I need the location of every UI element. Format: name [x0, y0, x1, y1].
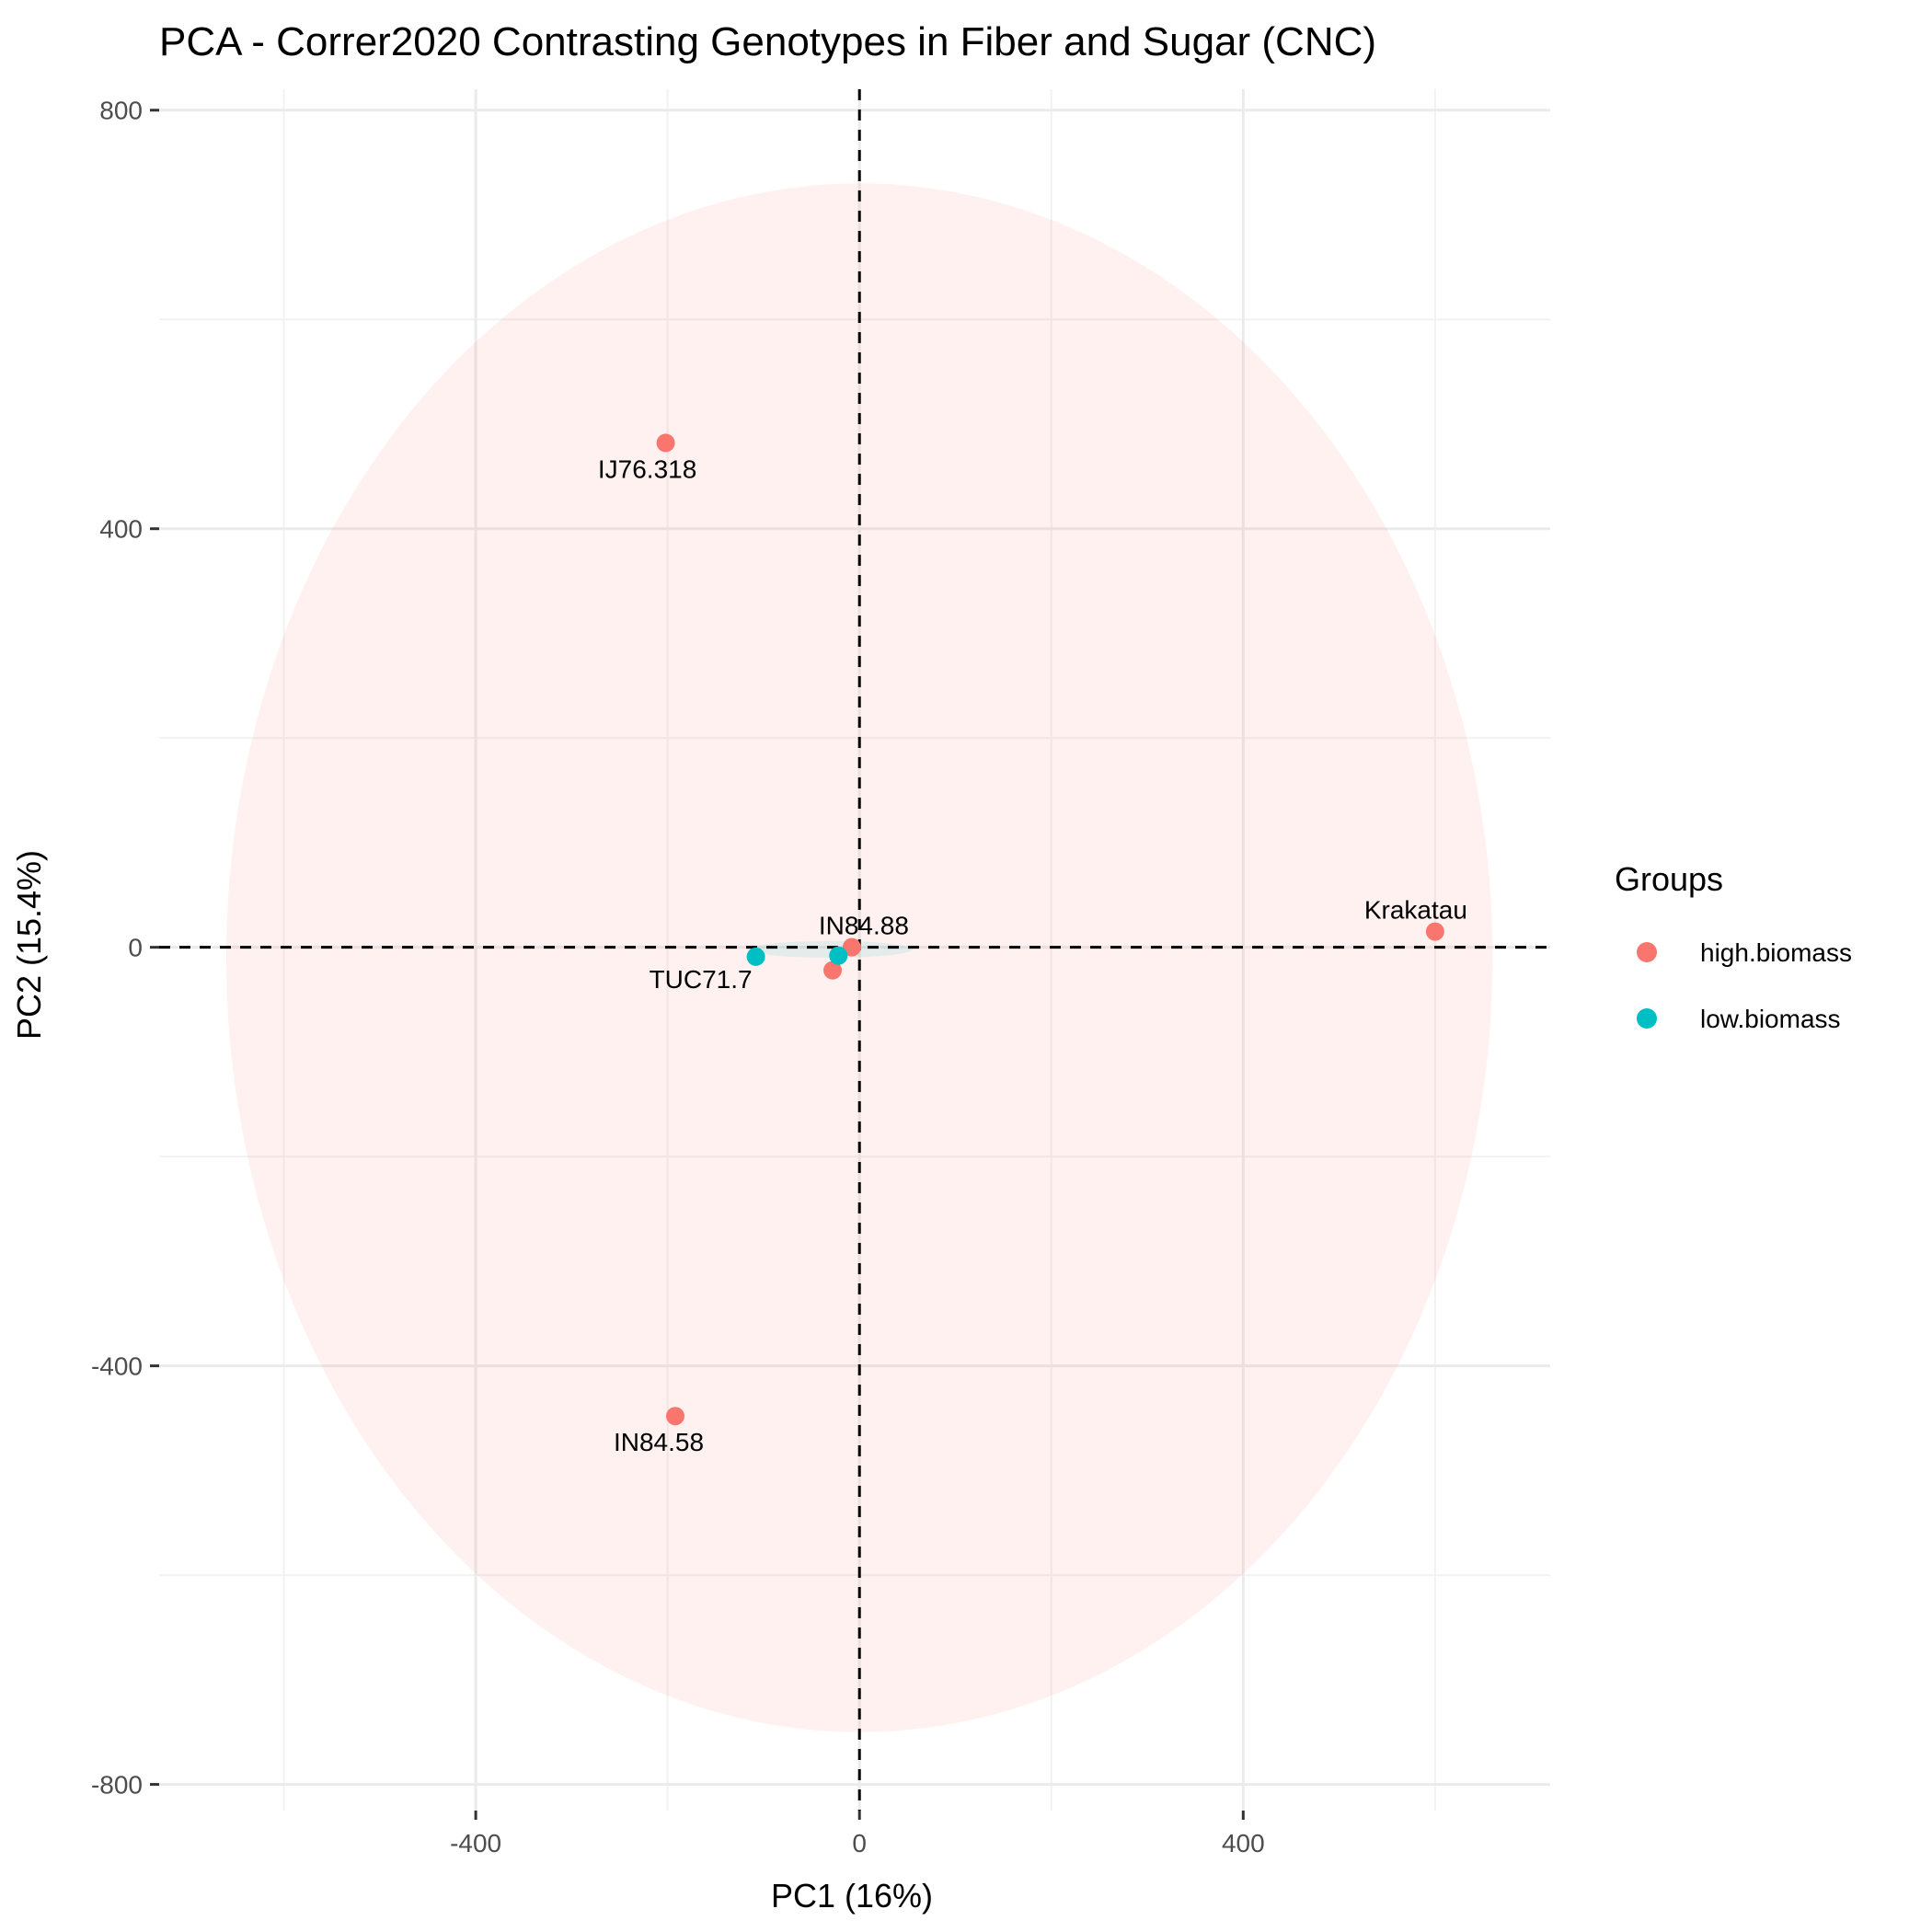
confidence-ellipses — [225, 183, 1493, 1732]
data-points — [656, 433, 1444, 1426]
point-high-biomass — [823, 960, 843, 980]
point-label: IN84.58 — [614, 1428, 704, 1456]
x-tick-label: 400 — [1222, 1829, 1265, 1857]
minor-gridlines — [159, 89, 1550, 1811]
point-label: Krakatau — [1364, 896, 1467, 925]
ellipse-low-biomass — [749, 940, 913, 959]
y-tick-label: -400 — [91, 1352, 143, 1381]
x-axis: -400 0 400 — [450, 1811, 1265, 1857]
y-tick-label: 800 — [99, 97, 143, 125]
ellipse-high-biomass — [225, 183, 1493, 1732]
point-label: IN84.88 — [819, 912, 909, 940]
y-axis: 800 400 0 -400 -800 — [91, 97, 159, 1800]
legend-label-high-biomass: high.biomass — [1700, 938, 1852, 967]
legend-title: Groups — [1615, 860, 1723, 898]
legend-label-low-biomass: low.biomass — [1700, 1005, 1841, 1033]
chart-title: PCA - Correr2020 Contrasting Genotypes i… — [159, 19, 1376, 64]
point-high-biomass — [1425, 922, 1444, 941]
y-axis-title: PC2 (15.4%) — [10, 850, 48, 1040]
y-tick-label: -800 — [91, 1771, 143, 1800]
point-high-biomass — [666, 1407, 685, 1426]
legend: Groups high.biomass low.biomass — [1615, 860, 1852, 1033]
point-low-biomass — [746, 947, 765, 966]
point-label: TUC71.7 — [650, 965, 753, 994]
x-axis-title: PC1 (16%) — [771, 1877, 933, 1915]
point-labels: IJ76.318 IN84.58 Krakatau IN84.88 TUC71.7 — [598, 454, 1467, 1456]
point-high-biomass — [842, 937, 861, 957]
point-high-biomass — [656, 433, 675, 453]
y-tick-label: 400 — [99, 515, 143, 544]
x-tick-label: 0 — [852, 1829, 867, 1857]
legend-key-high-biomass — [1637, 942, 1657, 962]
y-tick-label: 0 — [128, 934, 143, 962]
x-tick-label: -400 — [450, 1829, 501, 1857]
point-low-biomass — [829, 946, 848, 965]
legend-key-low-biomass — [1637, 1008, 1657, 1029]
point-label: IJ76.318 — [598, 454, 696, 483]
